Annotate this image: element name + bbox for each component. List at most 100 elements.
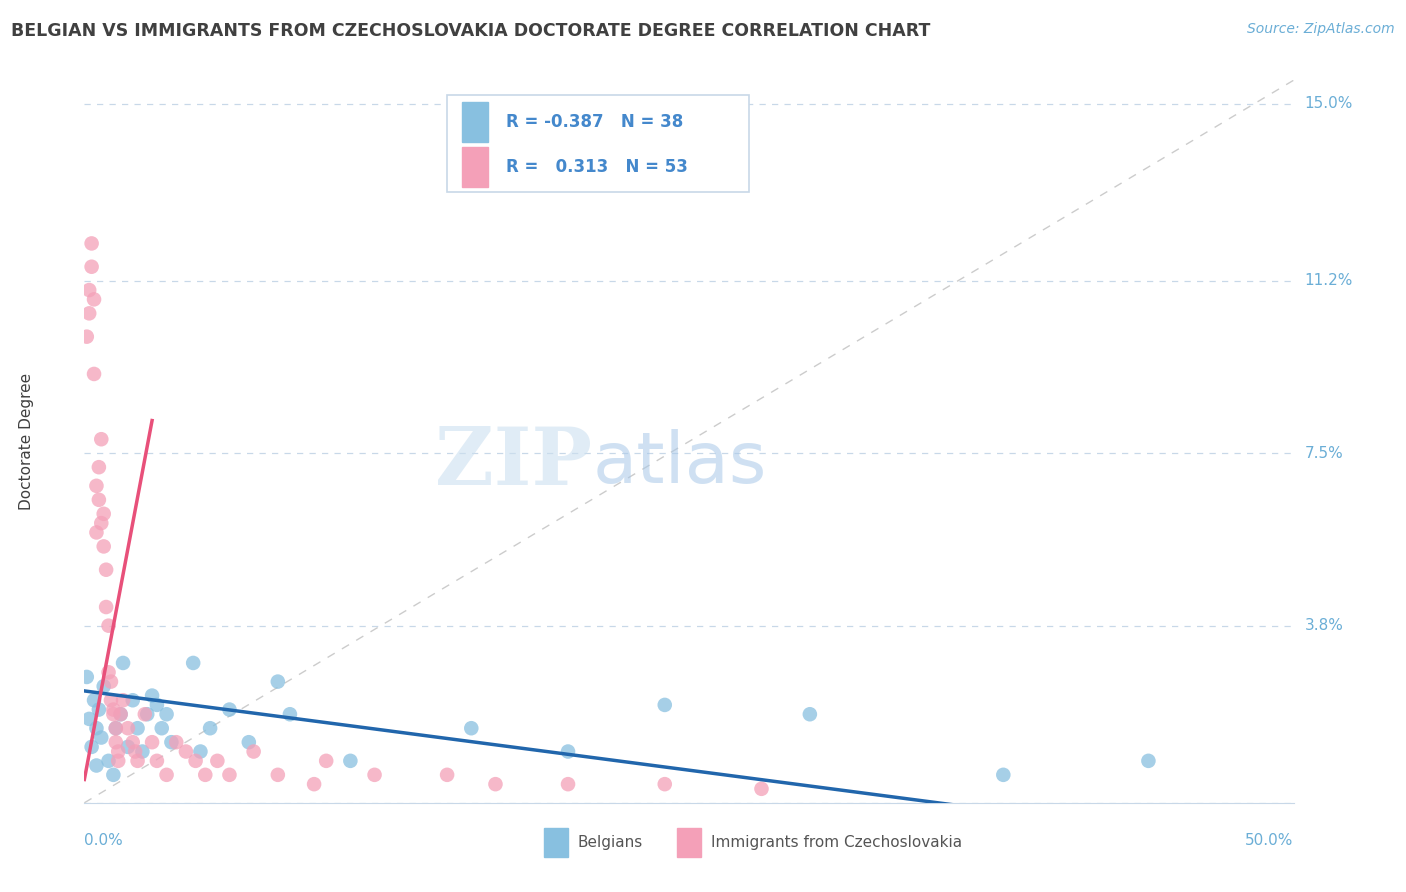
- Bar: [461, 147, 488, 187]
- Text: 3.8%: 3.8%: [1305, 618, 1344, 633]
- Point: [238, 735, 260, 749]
- Point: [150, 721, 173, 735]
- Point: [141, 735, 163, 749]
- Point: [100, 674, 122, 689]
- Point: [97, 618, 120, 632]
- Point: [83, 293, 105, 307]
- Point: [121, 735, 143, 749]
- Text: ZIP: ZIP: [436, 425, 592, 502]
- Point: [436, 768, 458, 782]
- Point: [184, 754, 207, 768]
- Point: [93, 507, 115, 521]
- Point: [90, 731, 112, 745]
- Text: Belgians: Belgians: [578, 835, 643, 850]
- Text: Source: ZipAtlas.com: Source: ZipAtlas.com: [1247, 22, 1395, 37]
- Point: [127, 721, 149, 735]
- Point: [751, 781, 773, 796]
- Point: [76, 329, 98, 343]
- Point: [557, 745, 579, 759]
- Point: [86, 758, 108, 772]
- Point: [77, 283, 100, 297]
- Point: [110, 707, 132, 722]
- Text: Doctorate Degree: Doctorate Degree: [18, 373, 34, 510]
- Point: [83, 693, 105, 707]
- Bar: [544, 828, 568, 857]
- Point: [267, 674, 290, 689]
- Point: [110, 707, 132, 722]
- Point: [94, 600, 117, 615]
- Point: [194, 768, 217, 782]
- Point: [90, 516, 112, 530]
- Point: [90, 432, 112, 446]
- Point: [87, 492, 110, 507]
- Point: [124, 745, 146, 759]
- Bar: [676, 828, 702, 857]
- Point: [112, 693, 135, 707]
- Text: atlas: atlas: [592, 429, 766, 498]
- Point: [136, 707, 159, 722]
- Point: [207, 754, 229, 768]
- Point: [1137, 754, 1160, 768]
- Point: [94, 563, 117, 577]
- Point: [799, 707, 821, 722]
- FancyBboxPatch shape: [447, 95, 749, 193]
- Point: [654, 777, 676, 791]
- Point: [460, 721, 482, 735]
- Point: [77, 712, 100, 726]
- Point: [484, 777, 506, 791]
- Point: [302, 777, 325, 791]
- Point: [155, 707, 177, 722]
- Text: BELGIAN VS IMMIGRANTS FROM CZECHOSLOVAKIA DOCTORATE DEGREE CORRELATION CHART: BELGIAN VS IMMIGRANTS FROM CZECHOSLOVAKI…: [11, 22, 931, 40]
- Point: [993, 768, 1015, 782]
- Point: [181, 656, 204, 670]
- Text: 11.2%: 11.2%: [1305, 273, 1353, 288]
- Point: [80, 260, 103, 274]
- Text: R = -0.387   N = 38: R = -0.387 N = 38: [506, 112, 683, 131]
- Point: [76, 670, 98, 684]
- Text: 15.0%: 15.0%: [1305, 96, 1353, 112]
- Point: [198, 721, 221, 735]
- Bar: [461, 102, 488, 142]
- Point: [104, 735, 127, 749]
- Point: [87, 702, 110, 716]
- Point: [104, 721, 127, 735]
- Point: [165, 735, 187, 749]
- Point: [218, 768, 240, 782]
- Point: [80, 739, 103, 754]
- Point: [83, 367, 105, 381]
- Text: 0.0%: 0.0%: [84, 833, 124, 848]
- Point: [134, 707, 156, 722]
- Point: [160, 735, 183, 749]
- Point: [127, 754, 149, 768]
- Point: [112, 656, 135, 670]
- Point: [103, 702, 125, 716]
- Point: [100, 693, 122, 707]
- Point: [117, 739, 139, 754]
- Point: [242, 745, 264, 759]
- Point: [190, 745, 212, 759]
- Point: [174, 745, 197, 759]
- Point: [131, 745, 153, 759]
- Text: 50.0%: 50.0%: [1246, 833, 1294, 848]
- Point: [97, 665, 120, 680]
- Point: [117, 721, 139, 735]
- Point: [97, 754, 120, 768]
- Point: [107, 745, 129, 759]
- Point: [218, 702, 240, 716]
- Point: [86, 479, 108, 493]
- Point: [103, 768, 125, 782]
- Point: [86, 525, 108, 540]
- Point: [146, 698, 169, 712]
- Point: [121, 693, 143, 707]
- Point: [93, 540, 115, 554]
- Point: [93, 679, 115, 693]
- Point: [155, 768, 177, 782]
- Point: [104, 721, 127, 735]
- Point: [80, 236, 103, 251]
- Point: [315, 754, 337, 768]
- Text: Immigrants from Czechoslovakia: Immigrants from Czechoslovakia: [710, 835, 962, 850]
- Point: [267, 768, 290, 782]
- Point: [146, 754, 169, 768]
- Point: [141, 689, 163, 703]
- Point: [339, 754, 361, 768]
